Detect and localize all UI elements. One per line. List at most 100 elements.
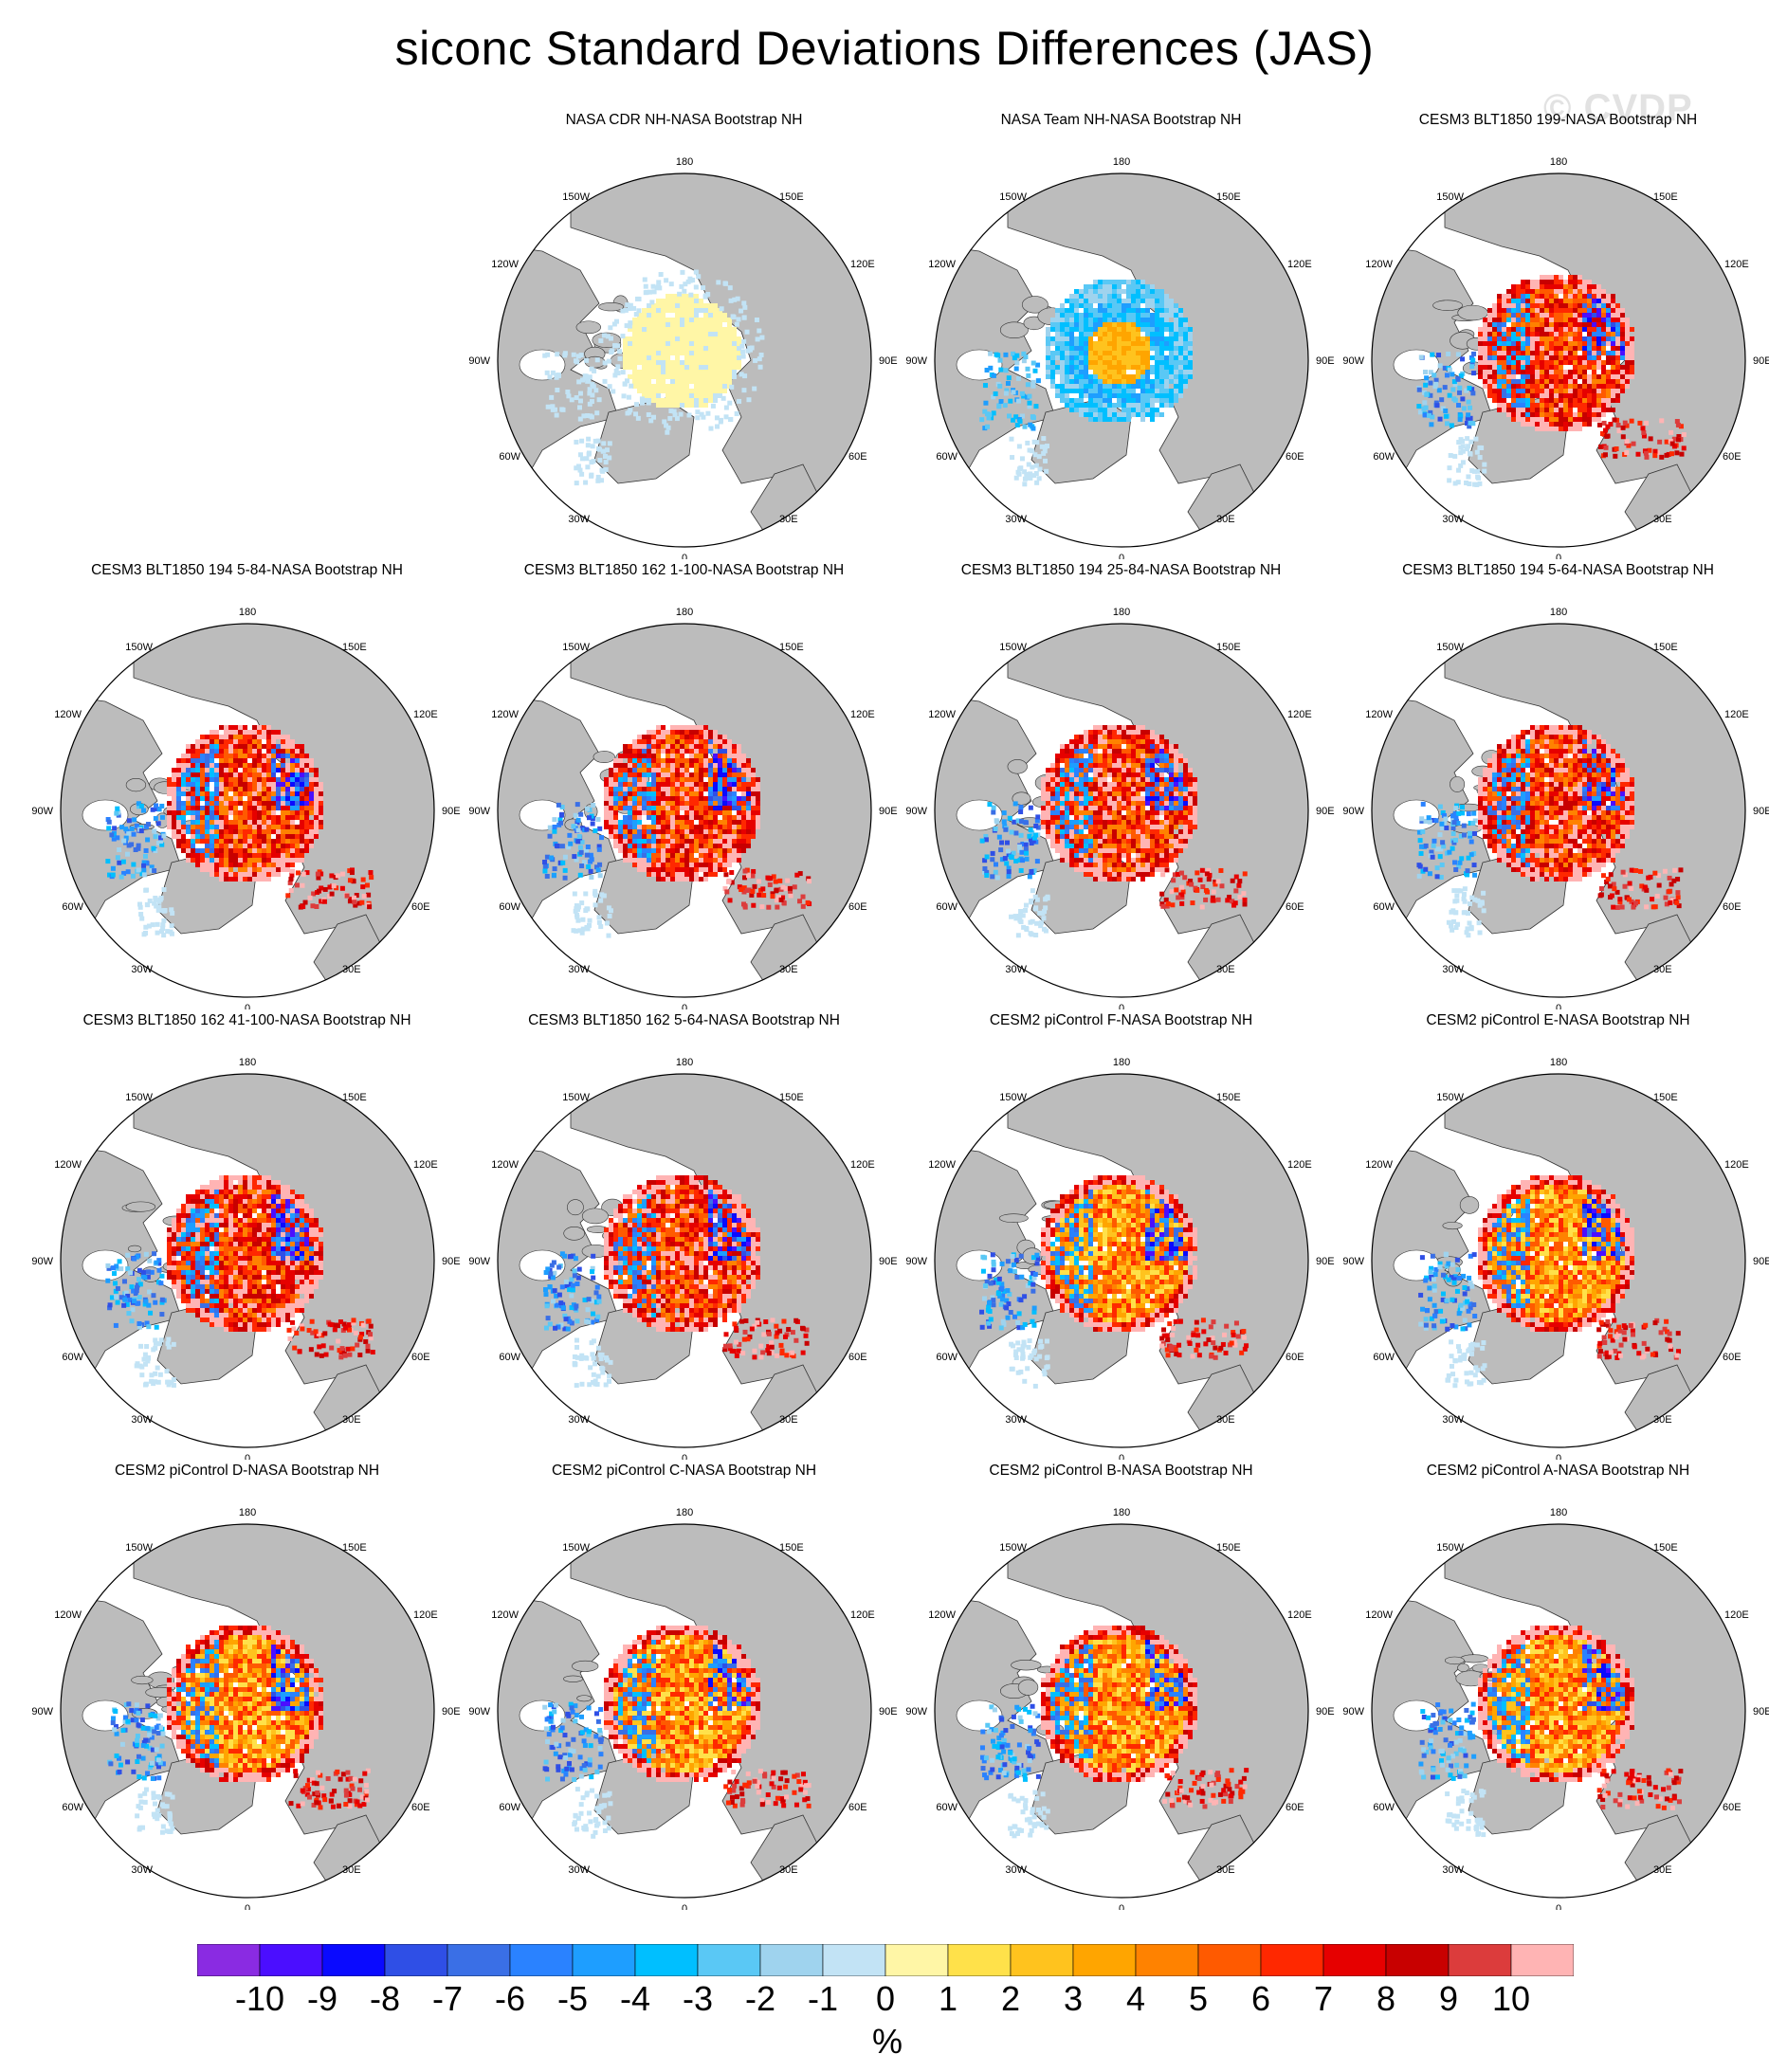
- island: [125, 1201, 156, 1212]
- island: [127, 1245, 142, 1253]
- colorbar-swatch: [884, 1944, 949, 1976]
- lon-label-bottom: 0: [682, 1003, 687, 1009]
- lon-label-upper-right: 150E: [342, 1092, 367, 1103]
- lon-label-upper-left: 150W: [1436, 642, 1464, 653]
- island: [563, 1227, 585, 1241]
- lon-label-lower-left: 30W: [131, 1864, 153, 1876]
- lon-label-left: 90W: [1342, 806, 1364, 817]
- hudson-bay: [519, 799, 566, 831]
- lon-label-right: 90E: [1316, 1706, 1335, 1718]
- lon-label-left: 90W: [905, 355, 927, 367]
- lon-label-bottom: 0: [1119, 1453, 1124, 1460]
- lon-label-left-upper: 120W: [928, 1159, 956, 1171]
- lon-label-bottom: 0: [245, 1903, 250, 1910]
- lon-label-right-lower: 60E: [411, 1352, 430, 1363]
- lon-label-upper-left: 150W: [125, 1092, 153, 1103]
- hudson-bay: [82, 1699, 129, 1732]
- lon-label-left: 90W: [31, 806, 53, 817]
- map-panel: CESM2 piControl F-NASA Bootstrap NH 180 0 1…: [903, 1012, 1340, 1460]
- lon-label-lower-right: 30E: [1216, 514, 1235, 525]
- hudson-bay: [1393, 799, 1440, 831]
- difference-field: [1418, 1175, 1682, 1389]
- colorbar-tick-label: 5: [1188, 1979, 1209, 2018]
- lon-label-left-lower: 60W: [499, 451, 520, 463]
- colorbar-tick-label: 2: [1000, 1979, 1021, 2018]
- map-panel: CESM2 piControl B-NASA Bootstrap NH 180 0 1…: [903, 1463, 1340, 1910]
- lon-label-upper-left: 150W: [999, 642, 1027, 653]
- lon-label-right-upper: 120E: [413, 1609, 438, 1621]
- lon-label-top: 180: [676, 156, 693, 168]
- panel-title: CESM3 BLT1850 162 41-100-NASA Bootstrap …: [82, 1012, 411, 1028]
- island: [1432, 300, 1463, 311]
- colorbar-tick-label: 3: [1063, 1979, 1084, 2018]
- island: [1459, 1196, 1480, 1214]
- polar-map: 180 0 150W 150E 120W 120E 90W 90E 60W 60E 30W 30E: [468, 156, 898, 559]
- polar-map: 180 0 150W 150E 120W 120E 90W 90E 60W 60E 30W 30E: [31, 607, 460, 1009]
- lon-label-left-lower: 60W: [62, 1802, 83, 1813]
- lon-label-right-lower: 60E: [1286, 1352, 1304, 1363]
- lon-label-right-upper: 120E: [1724, 709, 1749, 720]
- colorbar-swatch: [1385, 1944, 1450, 1976]
- lon-label-bottom: 0: [245, 1003, 250, 1009]
- colorbar-tick-label: -2: [744, 1979, 775, 2018]
- island: [598, 302, 624, 312]
- lon-label-left-lower: 60W: [1373, 1802, 1395, 1813]
- lon-label-left-lower: 60W: [1373, 451, 1395, 463]
- lon-label-right-upper: 120E: [1287, 709, 1312, 720]
- island: [131, 1675, 154, 1685]
- panel-title: CESM3 BLT1850 162 5-64-NASA Bootstrap NH: [528, 1012, 840, 1028]
- lon-label-right-lower: 60E: [411, 901, 430, 913]
- difference-field: [979, 280, 1193, 487]
- difference-field: [542, 725, 812, 938]
- map-border: [1371, 173, 1746, 548]
- colorbar-swatch: [1322, 1944, 1387, 1976]
- lon-label-left-upper: 120W: [491, 1159, 519, 1171]
- lon-label-right: 90E: [879, 1706, 898, 1718]
- map-border: [497, 1523, 872, 1899]
- lon-label-left-upper: 120W: [491, 709, 519, 720]
- lon-label-lower-left: 30W: [1005, 1414, 1027, 1426]
- lon-label-lower-right: 30E: [779, 1864, 798, 1876]
- lon-label-lower-right: 30E: [342, 1864, 361, 1876]
- lon-label-right: 90E: [1753, 1706, 1769, 1718]
- colorbar-tick-label: 6: [1250, 1979, 1271, 2018]
- polar-map: 180 0 150W 150E 120W 120E 90W 90E 60W 60E 30W 30E: [905, 1507, 1335, 1910]
- lon-label-top: 180: [1113, 1057, 1130, 1068]
- lon-label-right-upper: 120E: [1287, 1609, 1312, 1621]
- lon-label-right-upper: 120E: [413, 1159, 438, 1171]
- map-border: [60, 1073, 435, 1448]
- map-border: [1371, 623, 1746, 998]
- lon-label-right-upper: 120E: [850, 259, 875, 270]
- lon-label-top: 180: [676, 607, 693, 618]
- lon-label-upper-right: 150E: [779, 191, 804, 203]
- lon-label-bottom: 0: [1556, 553, 1561, 559]
- colorbar-swatch: [759, 1944, 824, 1976]
- lon-label-lower-left: 30W: [568, 1414, 590, 1426]
- difference-field: [1416, 725, 1684, 938]
- lon-label-lower-left: 30W: [131, 964, 153, 975]
- difference-field: [979, 1175, 1249, 1389]
- lon-label-right-lower: 60E: [848, 1352, 867, 1363]
- lon-label-upper-left: 150W: [125, 642, 153, 653]
- colorbar-swatch: [259, 1944, 323, 1976]
- lon-label-lower-left: 30W: [568, 514, 590, 525]
- lon-label-right-upper: 120E: [413, 709, 438, 720]
- polar-map: 180 0 150W 150E 120W 120E 90W 90E 60W 60E 30W 30E: [905, 607, 1334, 1009]
- lon-label-upper-right: 150E: [342, 642, 367, 653]
- lon-label-right-upper: 120E: [850, 1159, 875, 1171]
- panel-title: CESM3 BLT1850 162 1-100-NASA Bootstrap N…: [523, 562, 845, 578]
- lon-label-upper-left: 150W: [562, 1092, 590, 1103]
- lon-label-lower-left: 30W: [1005, 964, 1027, 975]
- map-panel: CESM2 piControl A-NASA Bootstrap NH 180 0 1…: [1340, 1463, 1769, 1910]
- map-border: [934, 1523, 1309, 1899]
- island: [575, 320, 601, 335]
- lon-label-left: 90W: [31, 1706, 53, 1718]
- lon-label-bottom: 0: [245, 1453, 250, 1460]
- lon-label-left-lower: 60W: [62, 1352, 83, 1363]
- colorbar-tick-label: 8: [1376, 1979, 1396, 2018]
- island: [1017, 1679, 1039, 1696]
- lon-label-right: 90E: [879, 355, 898, 367]
- lon-label-lower-right: 30E: [1653, 514, 1672, 525]
- lon-label-upper-right: 150E: [1216, 1542, 1241, 1554]
- lon-label-upper-right: 150E: [1653, 1542, 1678, 1554]
